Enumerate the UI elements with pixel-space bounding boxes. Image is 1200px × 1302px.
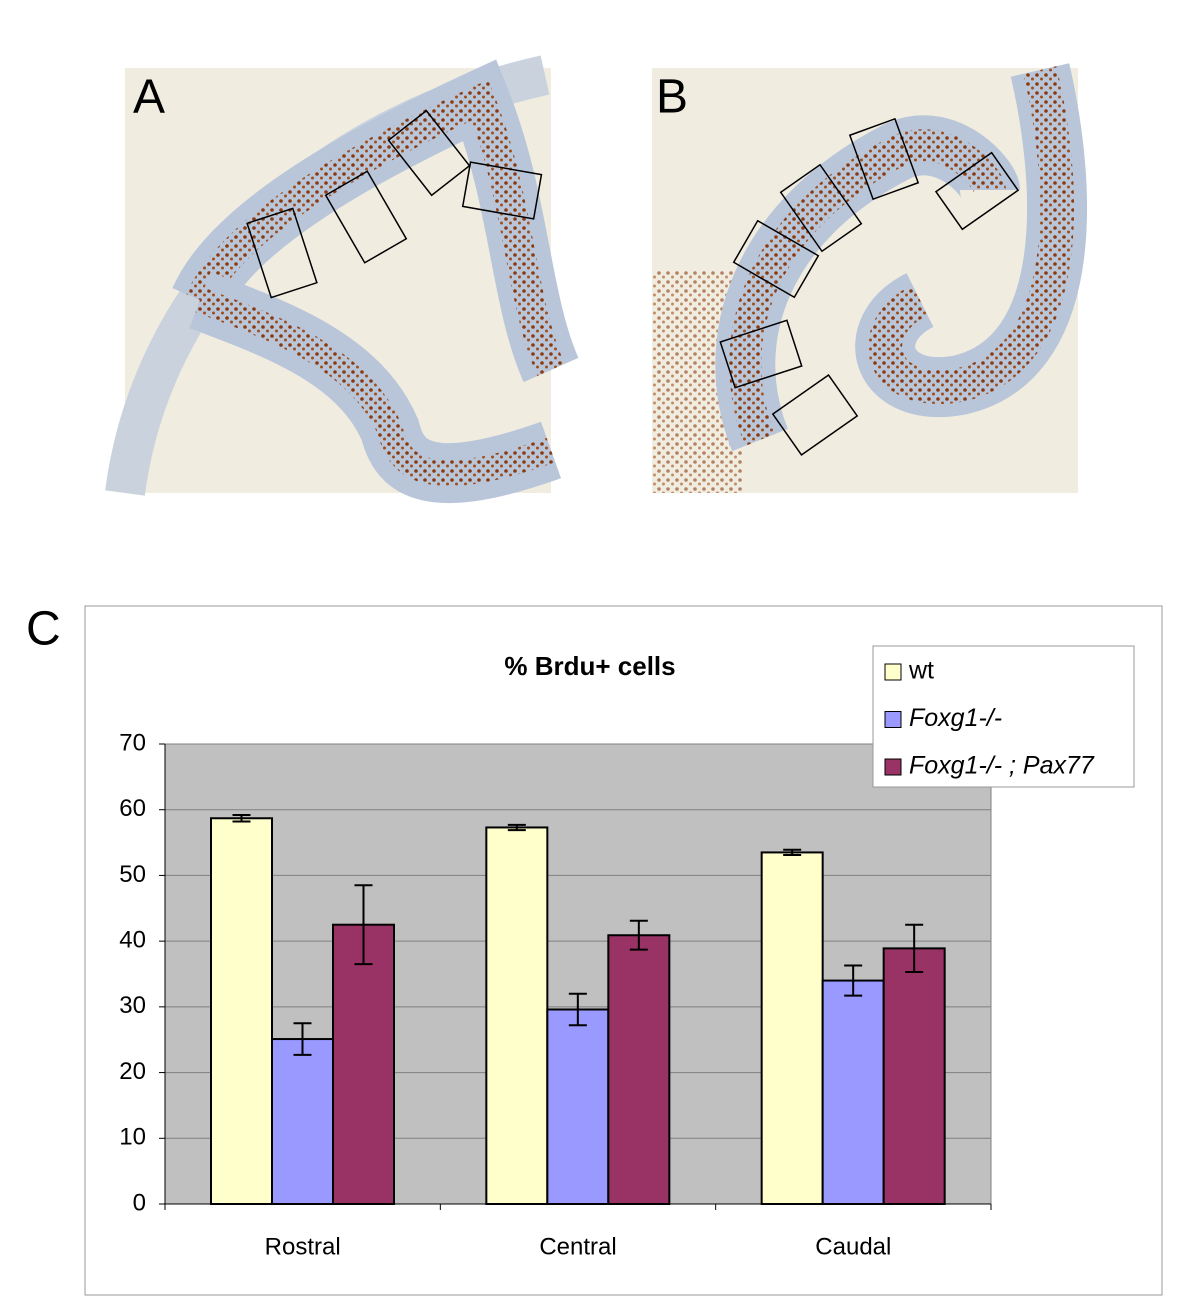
bar (821, 979, 885, 1205)
legend-swatch (884, 663, 902, 681)
x-tick-label: Caudal (815, 1233, 891, 1260)
y-tick-label: 0 (133, 1189, 146, 1216)
micrograph-a: A (105, 55, 579, 504)
bar (882, 947, 946, 1205)
chart-title: % Brdu+ cells (504, 651, 675, 681)
error-bar (844, 964, 863, 997)
bar (210, 817, 273, 1205)
panel-label: B (656, 71, 688, 124)
error-bar (293, 1022, 312, 1056)
error-bar (783, 848, 802, 857)
x-tick-label: Rostral (265, 1233, 341, 1260)
bar (546, 1008, 610, 1205)
bar (485, 826, 549, 1205)
bar (607, 934, 671, 1205)
y-tick-label: 40 (119, 926, 146, 953)
legend-swatch (884, 711, 902, 728)
legend-label: Foxg1-/- ; Pax77 (909, 752, 1095, 780)
error-bar (232, 813, 251, 823)
legend-label: Foxg1-/- (909, 704, 1002, 732)
y-tick-label: 60 (119, 795, 146, 822)
bar (332, 923, 395, 1205)
y-tick-label: 20 (119, 1058, 146, 1085)
legend-swatch (884, 758, 902, 776)
panel-label: C (26, 603, 61, 656)
panel-label: A (133, 71, 165, 124)
error-bar (905, 923, 924, 974)
legend-label: wt (908, 657, 934, 685)
y-tick-label: 70 (119, 729, 146, 756)
y-tick-label: 30 (119, 992, 146, 1019)
error-bar (629, 919, 648, 951)
error-bar (568, 992, 587, 1027)
error-bar (354, 884, 373, 966)
y-tick-label: 10 (119, 1124, 146, 1151)
legend-box (872, 645, 1135, 788)
bar (271, 1038, 334, 1205)
x-tick-label: Central (539, 1233, 616, 1260)
y-tick-label: 50 (119, 861, 146, 888)
micrograph-b: B (652, 63, 1088, 493)
bar (760, 851, 824, 1206)
error-bar (507, 823, 526, 832)
